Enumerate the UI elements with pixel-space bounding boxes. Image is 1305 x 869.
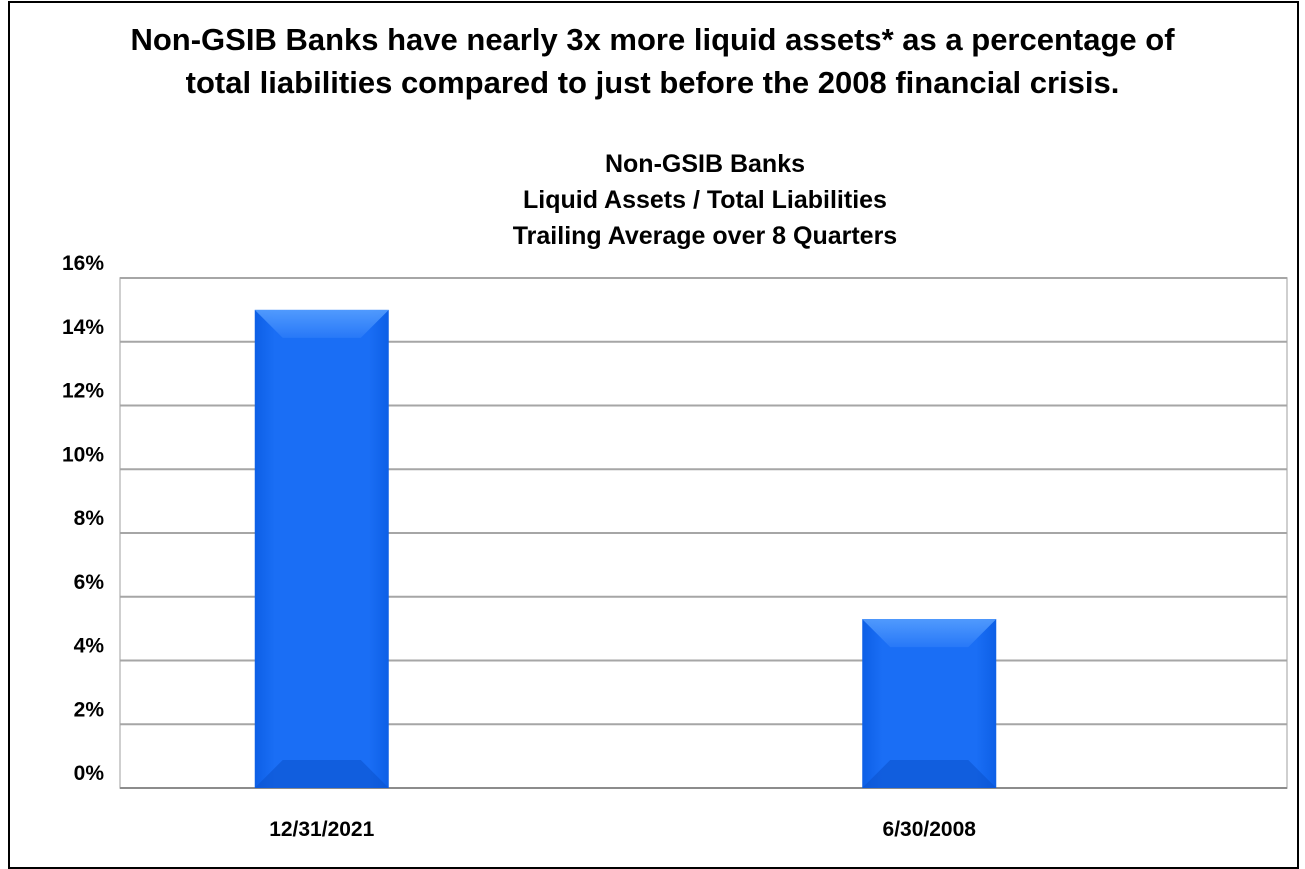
chart-title-line-3: Trailing Average over 8 Quarters xyxy=(512,222,898,250)
y-tick-label: 8% xyxy=(74,507,105,530)
x-category-label: 6/30/2008 xyxy=(883,818,977,841)
bar-bevel-top xyxy=(254,309,389,338)
bar-body xyxy=(862,619,997,788)
bar xyxy=(254,309,389,788)
y-tick-label: 14% xyxy=(62,316,104,339)
y-tick-label: 6% xyxy=(74,571,105,594)
headline-line-2: total liabilities compared to just befor… xyxy=(185,65,1120,100)
bar-bevel-top xyxy=(862,619,997,648)
y-tick-label: 4% xyxy=(74,635,105,658)
bar xyxy=(862,619,997,788)
x-axis-categories: 12/31/2021 6/30/2008 xyxy=(269,818,976,841)
y-tick-label: 2% xyxy=(74,698,105,721)
bar-bevel-bottom xyxy=(254,760,389,788)
chart-title-line-1: Non-GSIB Banks xyxy=(604,150,806,178)
y-tick-label: 12% xyxy=(62,380,104,403)
headline-line-1: Non-GSIB Banks have nearly 3x more liqui… xyxy=(130,22,1175,57)
y-tick-label: 0% xyxy=(74,762,105,785)
y-axis-ticks: 0% 2% 4% 6% 8% 10% 12% 14% 16% xyxy=(62,252,104,785)
y-tick-label: 10% xyxy=(62,443,104,466)
x-category-label: 12/31/2021 xyxy=(269,818,374,841)
y-tick-label: 16% xyxy=(62,252,104,275)
bar-bevel-bottom xyxy=(862,760,997,788)
bars xyxy=(254,309,997,788)
bar-body xyxy=(254,309,389,788)
chart-title-line-2: Liquid Assets / Total Liabilities xyxy=(523,186,887,214)
